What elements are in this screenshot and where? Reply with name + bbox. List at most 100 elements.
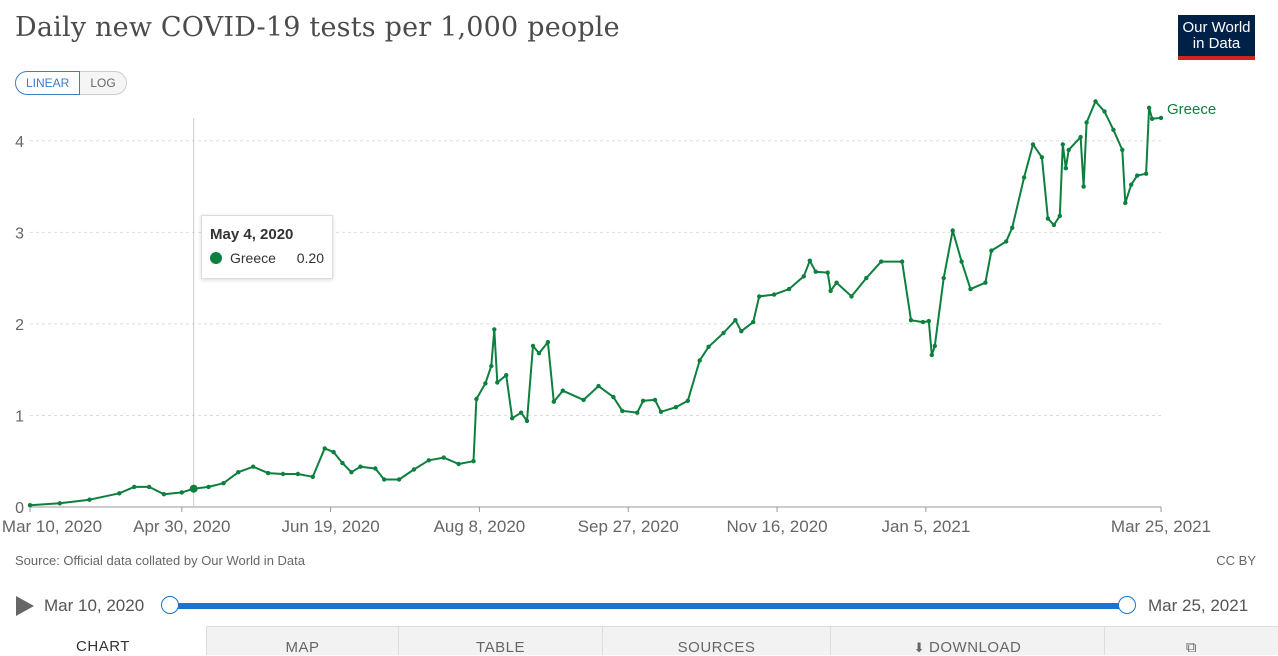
tab-map[interactable]: MAP [206, 626, 398, 656]
data-point [117, 491, 122, 496]
line-chart[interactable]: 0 1 2 3 4 Mar 10, 2020 Apr 30, 2020 Jun 19, 202… [0, 0, 1278, 545]
data-point [721, 330, 726, 336]
data-point [179, 490, 184, 495]
data-point [596, 383, 601, 389]
data-point [1021, 175, 1027, 180]
data-point [358, 464, 363, 469]
data-point [920, 319, 926, 325]
data-point [489, 363, 494, 369]
data-point [471, 459, 476, 464]
data-point [1004, 239, 1009, 244]
data-point [733, 318, 738, 323]
logo-line-1: Our World [1182, 19, 1251, 36]
data-point [706, 344, 711, 349]
data-point [236, 470, 241, 475]
data-point [411, 467, 417, 472]
data-point [27, 503, 33, 508]
data-point [132, 484, 137, 490]
data-point [1060, 142, 1066, 147]
data-point [652, 397, 658, 403]
hover-tooltip: May 4, 2020 Greece 0.20 [201, 215, 333, 279]
data-point [1010, 225, 1015, 230]
y-tick-label: 0 [15, 500, 24, 517]
data-point [530, 343, 536, 349]
chart-title: Daily new COVID-19 tests per 1,000 peopl… [15, 12, 620, 43]
play-icon[interactable] [16, 596, 34, 616]
data-point [1045, 216, 1051, 221]
tab-download[interactable]: ⬇ DOWNLOAD [830, 626, 1104, 656]
data-point [221, 481, 226, 486]
data-point [560, 388, 565, 393]
data-point [295, 471, 301, 477]
logo-line-2: in Data [1192, 35, 1241, 52]
data-point [349, 470, 354, 475]
data-point [1078, 134, 1083, 140]
timeline-track[interactable] [170, 603, 1127, 609]
data-point [340, 460, 345, 466]
x-tick-label: Mar 25, 2021 [1111, 517, 1211, 536]
data-point [989, 248, 994, 253]
timeline-end-handle[interactable] [1118, 596, 1136, 614]
data-point [322, 446, 327, 451]
data-point [1129, 182, 1134, 187]
data-point [581, 397, 586, 403]
data-point [807, 258, 812, 263]
y-tick-label: 4 [15, 134, 24, 151]
tab-chart[interactable]: CHART [0, 626, 206, 655]
data-point [697, 358, 702, 363]
data-point [1149, 116, 1155, 122]
tab-share[interactable]: ⧉ [1104, 626, 1278, 656]
series-line [29, 100, 1162, 507]
data-point [658, 409, 664, 414]
data-point [495, 380, 500, 385]
data-point [673, 405, 679, 410]
data-point [739, 329, 744, 334]
scale-toggle: LINEAR LOG [15, 71, 127, 95]
data-point [1123, 200, 1128, 206]
data-point [685, 398, 690, 403]
tab-table[interactable]: TABLE [398, 626, 602, 656]
x-tick-label: Sep 27, 2020 [578, 517, 679, 536]
data-point [1120, 147, 1125, 153]
timeline-start-handle[interactable] [161, 596, 179, 614]
data-point [1066, 147, 1071, 153]
timeline-end-label: Mar 25, 2021 [1148, 596, 1249, 615]
data-point [1111, 127, 1116, 132]
data-point [57, 501, 62, 506]
data-point [206, 484, 211, 490]
data-point [87, 497, 92, 502]
data-point [635, 410, 640, 415]
data-point [1084, 120, 1089, 125]
data-point [757, 294, 762, 299]
data-point [620, 408, 625, 414]
data-point [536, 351, 542, 356]
x-tick-label: Apr 30, 2020 [133, 517, 230, 536]
series-label: Greece [1167, 101, 1216, 118]
x-tick-label: Jan 5, 2021 [881, 517, 970, 536]
hover-point [189, 484, 198, 493]
linear-scale-button[interactable]: LINEAR [15, 71, 81, 95]
data-point [426, 458, 431, 463]
data-point [1057, 213, 1063, 219]
log-scale-button[interactable]: LOG [80, 71, 127, 95]
data-point [801, 274, 806, 279]
data-point [545, 340, 551, 345]
data-point [518, 410, 524, 415]
data-point [786, 286, 792, 292]
source-note[interactable]: Source: Official data collated by Our Wo… [15, 553, 305, 568]
data-point [483, 381, 488, 386]
download-icon: ⬇ [913, 640, 926, 655]
data-point [834, 280, 839, 285]
x-tick-label: Mar 10, 2020 [2, 517, 102, 536]
timeline: Mar 10, 2020 Mar 25, 2021 [0, 590, 1278, 622]
data-point [492, 327, 497, 332]
data-point [1102, 109, 1107, 114]
data-point [1081, 184, 1086, 189]
data-point [813, 269, 818, 274]
data-point [280, 471, 286, 477]
tab-sources[interactable]: SOURCES [602, 626, 830, 656]
data-point [825, 270, 830, 275]
owid-logo[interactable]: Our World in Data [1178, 15, 1255, 60]
license-label[interactable]: CC BY [1216, 553, 1256, 568]
data-point [1039, 155, 1045, 160]
